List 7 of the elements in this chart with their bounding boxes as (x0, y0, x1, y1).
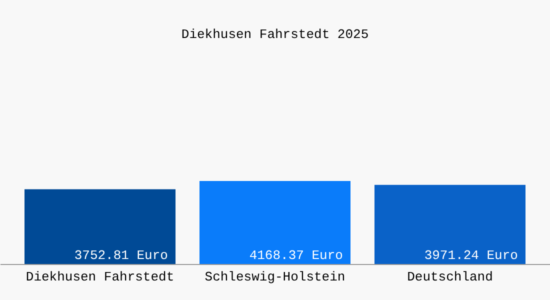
chart-title: Diekhusen Fahrstedt 2025 (181, 27, 369, 42)
x-tick-label: Diekhusen Fahrstedt (26, 270, 174, 284)
data-label: 3752.81 Euro (74, 248, 168, 263)
x-tick-label: Schleswig-Holstein (204, 270, 346, 284)
data-label: 3971.24 Euro (424, 248, 518, 263)
x-tick-label: Deutschland (407, 270, 493, 284)
data-label: 4168.37 Euro (249, 248, 343, 263)
